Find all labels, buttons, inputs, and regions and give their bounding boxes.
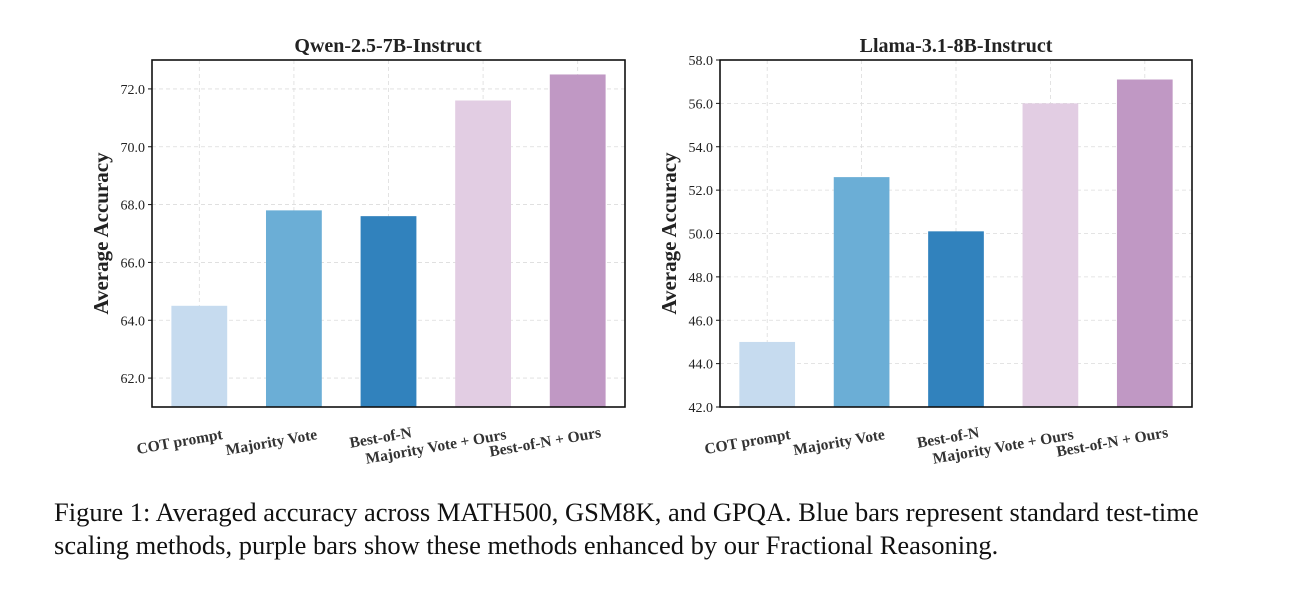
- ytick-label: 48.0: [689, 271, 714, 286]
- ytick-label: 52.0: [689, 184, 714, 199]
- ytick-label: 62.0: [121, 372, 146, 387]
- ytick-label: 44.0: [689, 358, 714, 373]
- chart-1: 62.0 64.0 66.0 68.0 70.0 72.0 COT prompt Majori…: [89, 35, 626, 468]
- y-axis-label: Average Accuracy: [657, 152, 681, 315]
- xtick-label: Majority Vote: [792, 426, 886, 459]
- ytick-label: 66.0: [121, 256, 146, 271]
- bar-best-of-n: [928, 231, 984, 407]
- chart-title: Llama-3.1-8B-Instruct: [860, 35, 1053, 57]
- bar-majority-vote: [265, 210, 322, 407]
- y-axis-label: Average Accuracy: [89, 152, 113, 315]
- chart-2: 42.0 44.0 46.0 48.0 50.0 52.0 54.0 56.0 58.0 COT …: [657, 35, 1193, 468]
- xtick-label: COT prompt: [135, 426, 224, 458]
- ytick-label: 58.0: [689, 54, 714, 69]
- ytick-label: 56.0: [689, 97, 714, 112]
- ytick-label: 42.0: [689, 401, 714, 416]
- bar-best-of-n-ours: [1116, 79, 1173, 408]
- ytick-label: 50.0: [689, 228, 714, 243]
- bar-cot-prompt: [739, 341, 796, 407]
- xtick-label: Majority Vote: [224, 426, 318, 459]
- ytick-label: 72.0: [121, 83, 146, 98]
- ytick-label: 54.0: [689, 141, 714, 156]
- ytick-label: 68.0: [121, 199, 146, 214]
- xtick-label: COT prompt: [703, 426, 792, 458]
- bar-best-of-n: [360, 216, 417, 407]
- bar-majority-vote: [833, 177, 890, 407]
- ytick-label: 46.0: [689, 314, 714, 329]
- ytick-label: 64.0: [121, 314, 146, 329]
- chart-title: Qwen-2.5-7B-Instruct: [294, 35, 482, 57]
- bar-majority-vote-ours: [455, 100, 512, 407]
- bar-cot-prompt: [171, 305, 228, 407]
- ytick-label: 70.0: [121, 141, 146, 156]
- bar-majority-vote-ours: [1022, 103, 1079, 407]
- plot-frame: [151, 59, 626, 408]
- figure-caption: Figure 1: Averaged accuracy across MATH5…: [54, 497, 1199, 560]
- bar-best-of-n-ours: [549, 74, 606, 407]
